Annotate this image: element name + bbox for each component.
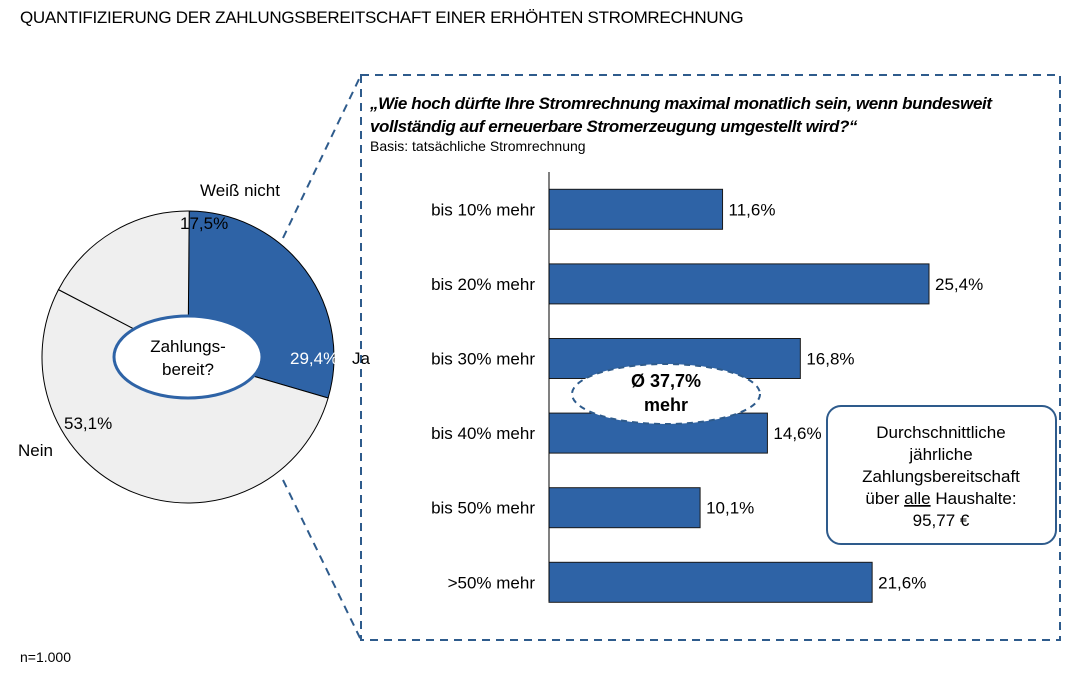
page-title: QUANTIFIZIERUNG DER ZAHLUNGSBEREITSCHAFT… xyxy=(20,8,744,27)
sample-size-note: n=1.000 xyxy=(20,649,71,665)
question-line1: „Wie hoch dürfte Ihre Stromrechnung maxi… xyxy=(369,94,993,113)
callout-box xyxy=(826,405,1057,545)
pie-center-label-line1: Zahlungs- xyxy=(150,337,226,356)
average-line2: mehr xyxy=(644,395,688,415)
callout-line4-pre: über xyxy=(865,489,904,508)
pie-center-ellipse xyxy=(112,314,264,400)
pie-label-nein: Nein xyxy=(18,441,53,460)
bar-value-label-2: 16,8% xyxy=(806,350,854,369)
average-ellipse xyxy=(571,363,761,425)
callout-line4-underlined: alle xyxy=(904,489,930,508)
callout-line1: Durchschnittliche xyxy=(876,423,1005,442)
callout-line4: über alle Haushalte: xyxy=(865,489,1016,508)
bar-4 xyxy=(548,487,701,529)
bar-category-label-4: bis 50% mehr xyxy=(431,499,535,518)
bar-category-label-5: >50% mehr xyxy=(448,573,536,592)
pie-label-weiss-nicht: Weiß nicht xyxy=(200,181,280,200)
callout-line2: jährliche xyxy=(908,445,972,464)
zoom-line-top xyxy=(282,74,362,239)
pie-value-nein: 53,1% xyxy=(64,414,112,433)
detail-frame xyxy=(360,74,1061,641)
bar-value-label-1: 25,4% xyxy=(935,275,983,294)
bar-0 xyxy=(548,188,724,230)
bar-value-label-0: 11,6% xyxy=(729,200,776,219)
pie-label-ja: Ja xyxy=(352,349,371,368)
zoom-line-bottom xyxy=(282,479,362,641)
bar-category-label-2: bis 30% mehr xyxy=(431,350,535,369)
bar-category-label-1: bis 20% mehr xyxy=(431,275,535,294)
callout-line5: 95,77 € xyxy=(913,511,970,530)
pie-center-label-line2: bereit? xyxy=(162,360,214,379)
callout-line4-post: Haushalte: xyxy=(931,489,1017,508)
callout-line3: Zahlungsbereitschaft xyxy=(862,467,1020,486)
question-line2: vollständig auf erneuerbare Stromerzeugu… xyxy=(370,117,858,136)
bar-chart: bis 10% mehr 11,6% bis 20% mehr 25,4% bis 30… xyxy=(431,188,983,603)
average-line1: Ø 37,7% xyxy=(631,371,701,391)
bar-1 xyxy=(548,263,930,305)
bar-category-label-0: bis 10% mehr xyxy=(431,200,535,219)
basis-note: Basis: tatsächliche Stromrechnung xyxy=(370,138,586,154)
bar-value-label-5: 21,6% xyxy=(878,573,926,592)
bar-5 xyxy=(548,561,873,603)
pie-value-ja: 29,4% xyxy=(290,349,338,368)
pie-value-weiss-nicht: 17,5% xyxy=(180,214,228,233)
bar-category-label-3: bis 40% mehr xyxy=(431,424,535,443)
bar-value-label-4: 10,1% xyxy=(706,499,754,518)
bar-value-label-3: 14,6% xyxy=(773,424,821,443)
